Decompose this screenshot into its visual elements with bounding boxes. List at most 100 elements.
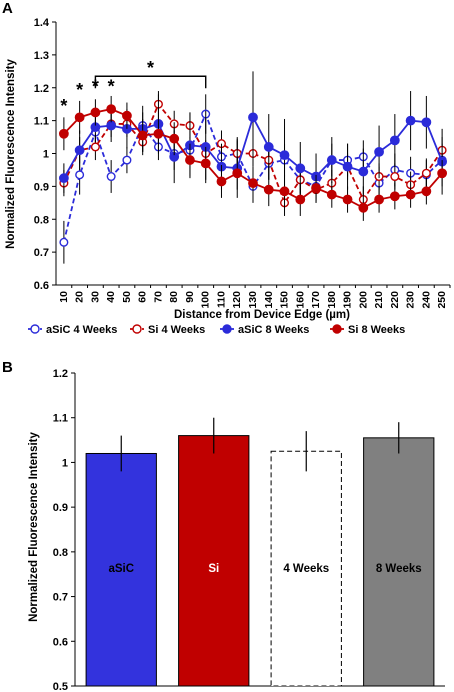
a-data-point bbox=[216, 176, 227, 187]
a-significance-bracket bbox=[94, 75, 207, 89]
a-legend-marker bbox=[30, 324, 40, 334]
panel-a-ylabel: Normalized Fluorescence Intensity bbox=[5, 58, 17, 248]
a-legend-marker bbox=[132, 324, 142, 334]
a-data-point bbox=[390, 172, 400, 182]
a-x-tick-label: 20 bbox=[74, 291, 86, 303]
a-data-point bbox=[200, 158, 211, 169]
b-bar bbox=[270, 450, 342, 687]
a-legend-label: aSiC 8 Weeks bbox=[238, 324, 309, 336]
a-x-tick-label: 90 bbox=[184, 291, 196, 303]
a-x-tick-label: 50 bbox=[121, 291, 133, 303]
a-data-point bbox=[421, 186, 432, 197]
b-y-tick-label: 0.5 bbox=[53, 681, 68, 692]
b-bar-label: 4 Weeks bbox=[283, 563, 329, 575]
b-bar-label: aSiC bbox=[108, 563, 134, 575]
a-data-point bbox=[106, 172, 116, 182]
a-y-tick-label: 0.6 bbox=[34, 280, 49, 292]
a-legend-marker bbox=[332, 324, 342, 334]
a-data-point bbox=[232, 168, 243, 179]
a-data-point bbox=[405, 189, 416, 200]
a-x-tick-label: 150 bbox=[279, 291, 291, 309]
a-legend-item: aSiC 8 Weeks bbox=[220, 324, 309, 336]
b-y-tick-label: 1.2 bbox=[53, 368, 68, 380]
a-data-point bbox=[248, 178, 258, 188]
panel-a-legend: aSiC 4 Weeks Si 4 Weeks aSiC 8 Weeks Si 8 W… bbox=[28, 324, 405, 336]
a-x-tick-label: 140 bbox=[263, 291, 275, 309]
a-y-tick-label: 1.4 bbox=[34, 17, 50, 29]
a-data-point bbox=[358, 166, 369, 177]
a-x-tick-label: 160 bbox=[294, 291, 306, 309]
a-y-tick-label: 0.8 bbox=[34, 214, 49, 226]
b-y-tick-label: 0.9 bbox=[53, 502, 68, 514]
a-legend-item: aSiC 4 Weeks bbox=[28, 324, 117, 336]
a-data-point bbox=[58, 128, 69, 139]
a-data-point bbox=[263, 142, 274, 152]
b-y-tick-label: 0.7 bbox=[53, 592, 68, 604]
a-data-point bbox=[169, 133, 180, 144]
panel-a-xlabel: Distance from Device Edge (µm) bbox=[174, 309, 350, 321]
a-data-point bbox=[374, 146, 384, 157]
a-significance-star: * bbox=[76, 80, 83, 100]
b-bar bbox=[178, 435, 250, 687]
b-bar-label: 8 Weeks bbox=[376, 563, 422, 575]
a-data-point bbox=[75, 170, 85, 180]
a-data-point bbox=[106, 104, 117, 115]
a-x-tick-label: 180 bbox=[326, 291, 338, 309]
a-x-tick-label: 190 bbox=[342, 291, 354, 309]
a-data-point bbox=[74, 145, 85, 156]
a-data-point bbox=[405, 115, 416, 126]
a-data-point bbox=[295, 194, 306, 205]
a-data-point bbox=[374, 194, 384, 205]
a-x-tick-label: 220 bbox=[389, 291, 401, 309]
a-data-point bbox=[263, 184, 274, 195]
a-data-point bbox=[279, 186, 290, 197]
a-data-point bbox=[137, 130, 148, 141]
a-x-tick-label: 170 bbox=[310, 291, 322, 309]
a-y-tick-label: 1.3 bbox=[34, 50, 49, 62]
a-data-point bbox=[295, 163, 306, 174]
a-x-tick-label: 70 bbox=[152, 291, 164, 303]
a-data-point bbox=[358, 202, 369, 213]
a-significance-star: * bbox=[147, 58, 154, 78]
a-y-tick-label: 1 bbox=[43, 149, 49, 161]
a-data-point bbox=[122, 155, 132, 165]
a-y-tick-label: 1.2 bbox=[34, 83, 49, 95]
panel-a-plot: 0.60.70.80.911.11.21.31.410 20 30 40 50 60 70 8… bbox=[34, 17, 451, 309]
a-data-point bbox=[106, 120, 117, 131]
a-data-point bbox=[122, 110, 132, 121]
panel-a-label: A bbox=[2, 0, 13, 17]
a-legend-label: Si 4 Weeks bbox=[148, 324, 205, 336]
a-data-point bbox=[342, 161, 353, 172]
b-y-tick-label: 1 bbox=[62, 457, 68, 469]
a-data-point bbox=[58, 173, 69, 184]
a-data-point bbox=[153, 128, 164, 139]
a-data-point bbox=[185, 155, 195, 165]
a-y-tick-label: 0.9 bbox=[34, 181, 49, 193]
a-x-tick-label: 210 bbox=[373, 291, 385, 309]
b-bar-label: Si bbox=[208, 563, 219, 575]
a-significance-star: * bbox=[60, 96, 67, 116]
a-data-point bbox=[326, 155, 337, 165]
a-data-point bbox=[389, 135, 400, 146]
a-x-tick-label: 100 bbox=[200, 291, 212, 309]
a-data-point bbox=[389, 191, 400, 202]
a-legend-item: Si 4 Weeks bbox=[130, 324, 205, 336]
a-series-4 bbox=[58, 95, 448, 221]
a-data-point bbox=[74, 112, 85, 123]
a-x-tick-label: 110 bbox=[215, 291, 227, 308]
a-x-tick-label: 130 bbox=[247, 291, 259, 309]
a-data-point bbox=[90, 107, 101, 118]
b-bar bbox=[85, 452, 157, 687]
a-data-point bbox=[59, 237, 69, 247]
a-x-tick-label: 80 bbox=[168, 291, 180, 303]
a-y-tick-label: 1.1 bbox=[34, 116, 49, 128]
a-x-tick-label: 230 bbox=[405, 291, 417, 309]
a-data-point bbox=[437, 168, 448, 179]
b-y-tick-label: 1.1 bbox=[53, 413, 68, 425]
a-data-point bbox=[342, 194, 353, 205]
a-data-point bbox=[311, 183, 321, 193]
a-x-tick-label: 120 bbox=[231, 291, 243, 309]
panel-b-label: B bbox=[2, 359, 13, 376]
a-legend-label: Si 8 Weeks bbox=[348, 324, 405, 336]
panel-b-ylabel: Normalized Fluorescence Intensity bbox=[28, 431, 40, 621]
